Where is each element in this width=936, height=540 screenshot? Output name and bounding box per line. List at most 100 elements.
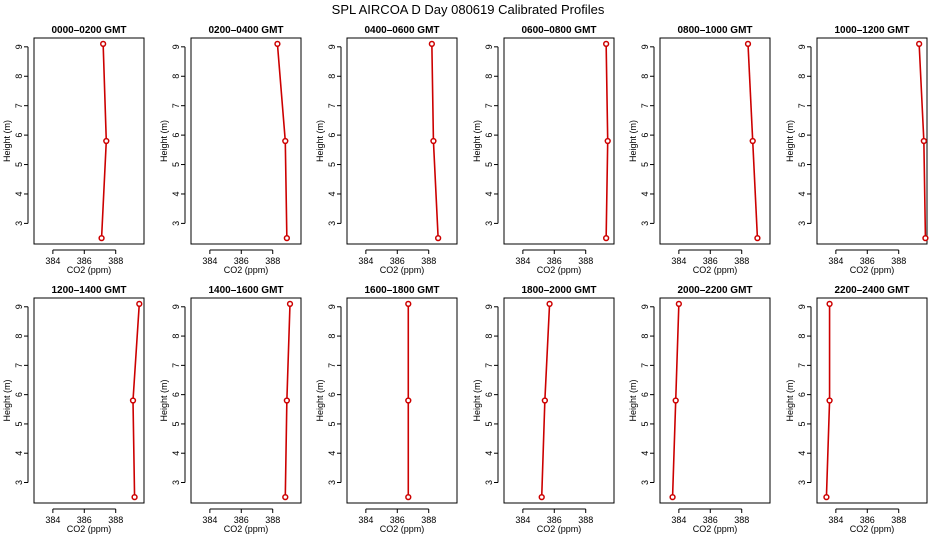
y-axis-label: Height (m) bbox=[472, 379, 482, 421]
y-axis-label: Height (m) bbox=[628, 379, 638, 421]
plot-frame bbox=[659, 297, 771, 504]
data-point bbox=[99, 40, 107, 48]
y-tick-label: 4 bbox=[797, 191, 807, 196]
data-point bbox=[922, 234, 929, 242]
data-point bbox=[669, 493, 676, 501]
y-tick-label: 3 bbox=[640, 221, 650, 226]
y-tick-label: 8 bbox=[14, 334, 24, 339]
plot-frame bbox=[346, 37, 458, 245]
y-tick-label: 5 bbox=[14, 421, 24, 426]
data-point bbox=[920, 137, 928, 145]
x-tick-label: 388 bbox=[891, 256, 906, 266]
x-tick-label: 384 bbox=[828, 515, 843, 525]
x-tick-label: 386 bbox=[860, 256, 875, 266]
y-tick-label: 9 bbox=[640, 304, 650, 309]
y-axis-label: Height (m) bbox=[2, 379, 12, 421]
data-point bbox=[744, 40, 752, 48]
y-tick-label: 5 bbox=[484, 421, 494, 426]
y-axis-label: Height (m) bbox=[315, 379, 325, 421]
x-tick-label: 384 bbox=[671, 515, 686, 525]
y-tick-label: 9 bbox=[14, 44, 24, 49]
plot-frame bbox=[190, 37, 302, 245]
data-point bbox=[428, 40, 436, 48]
y-axis-label: Height (m) bbox=[159, 379, 169, 421]
y-tick-label: 5 bbox=[171, 421, 181, 426]
plot-frame bbox=[33, 297, 145, 504]
x-tick-label: 386 bbox=[860, 515, 875, 525]
plot-frame bbox=[503, 297, 615, 504]
y-tick-label: 3 bbox=[171, 221, 181, 226]
data-point bbox=[136, 300, 143, 308]
y-tick-label: 7 bbox=[640, 103, 650, 108]
y-tick-label: 6 bbox=[797, 392, 807, 397]
data-point bbox=[604, 137, 611, 145]
x-tick-label: 386 bbox=[390, 515, 405, 525]
y-tick-label: 9 bbox=[171, 44, 181, 49]
y-tick-label: 4 bbox=[484, 191, 494, 196]
y-tick-label: 8 bbox=[484, 334, 494, 339]
y-tick-label: 3 bbox=[171, 480, 181, 485]
y-tick-label: 9 bbox=[640, 44, 650, 49]
y-tick-label: 7 bbox=[14, 103, 24, 108]
y-tick-label: 6 bbox=[14, 392, 24, 397]
plot-frame bbox=[190, 297, 302, 504]
x-axis-label: CO2 (ppm) bbox=[693, 265, 738, 275]
data-point bbox=[405, 493, 412, 501]
y-axis-label: Height (m) bbox=[472, 120, 482, 162]
y-tick-label: 5 bbox=[327, 162, 337, 167]
x-tick-label: 384 bbox=[671, 256, 686, 266]
plot-frame bbox=[816, 37, 928, 245]
y-tick-label: 8 bbox=[171, 74, 181, 79]
y-tick-label: 5 bbox=[640, 421, 650, 426]
y-tick-label: 5 bbox=[327, 421, 337, 426]
y-tick-label: 9 bbox=[171, 304, 181, 309]
y-axis-label: Height (m) bbox=[315, 120, 325, 162]
x-axis-label: CO2 (ppm) bbox=[850, 265, 895, 275]
y-tick-label: 6 bbox=[171, 392, 181, 397]
page-title: SPL AIRCOA D Day 080619 Calibrated Profi… bbox=[331, 2, 605, 17]
panel-title: 1400–1600 GMT bbox=[208, 285, 283, 296]
y-tick-label: 7 bbox=[171, 363, 181, 368]
x-tick-label: 386 bbox=[547, 256, 562, 266]
data-point bbox=[282, 137, 289, 145]
y-tick-label: 7 bbox=[484, 103, 494, 108]
x-tick-label: 386 bbox=[77, 256, 92, 266]
y-tick-label: 3 bbox=[14, 221, 24, 226]
y-axis-label: Height (m) bbox=[2, 120, 12, 162]
y-tick-label: 9 bbox=[14, 304, 24, 309]
plot-frame bbox=[503, 37, 615, 245]
x-tick-label: 384 bbox=[358, 256, 373, 266]
x-tick-label: 388 bbox=[108, 256, 123, 266]
x-axis-label: CO2 (ppm) bbox=[693, 524, 738, 534]
x-axis-label: CO2 (ppm) bbox=[380, 524, 425, 534]
panel-title: 1600–1800 GMT bbox=[364, 285, 439, 296]
y-tick-label: 6 bbox=[14, 133, 24, 138]
y-tick-label: 5 bbox=[797, 421, 807, 426]
x-tick-label: 386 bbox=[77, 515, 92, 525]
y-tick-label: 8 bbox=[171, 334, 181, 339]
y-tick-label: 9 bbox=[484, 304, 494, 309]
panel-title: 0600–0800 GMT bbox=[521, 25, 596, 36]
y-tick-label: 7 bbox=[797, 103, 807, 108]
plot-frame bbox=[816, 297, 928, 504]
x-axis-label: CO2 (ppm) bbox=[224, 524, 269, 534]
y-tick-label: 3 bbox=[797, 480, 807, 485]
x-tick-label: 384 bbox=[202, 256, 217, 266]
x-tick-label: 386 bbox=[390, 256, 405, 266]
y-tick-label: 3 bbox=[327, 480, 337, 485]
data-point bbox=[405, 397, 412, 404]
x-tick-label: 388 bbox=[578, 256, 593, 266]
x-tick-label: 388 bbox=[891, 515, 906, 525]
x-tick-label: 384 bbox=[45, 515, 60, 525]
x-tick-label: 384 bbox=[45, 256, 60, 266]
y-tick-label: 9 bbox=[797, 304, 807, 309]
